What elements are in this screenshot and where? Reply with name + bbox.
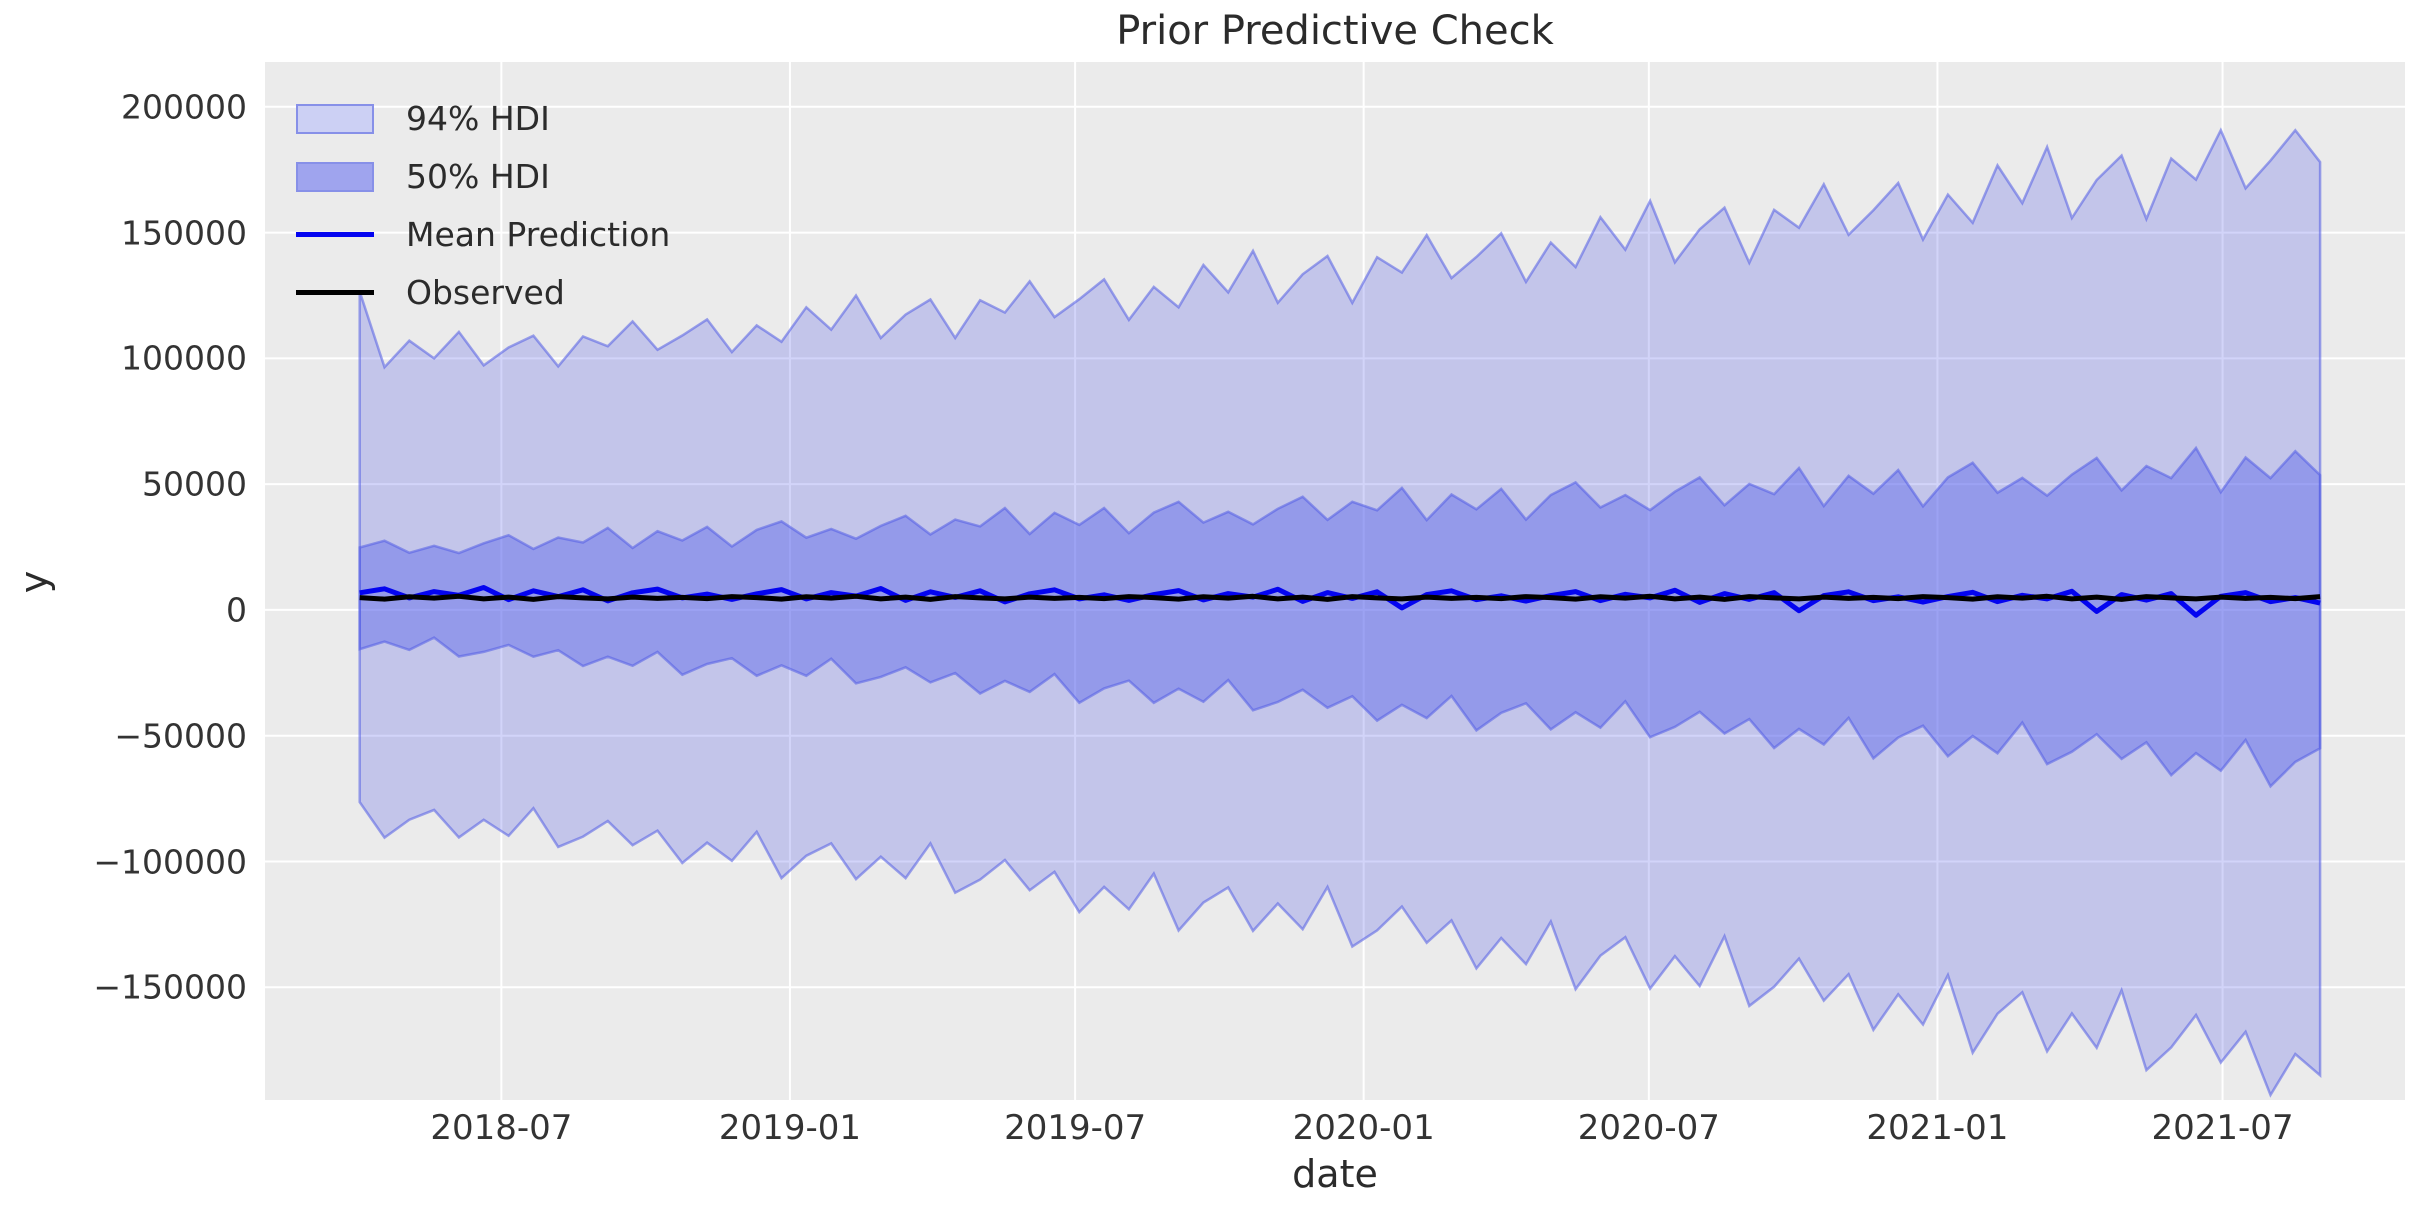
y-tick-label: 150000 <box>121 213 247 253</box>
y-tick-label: −100000 <box>93 842 247 881</box>
hdi50-band <box>358 445 2322 789</box>
legend-item-observed: Observed <box>296 273 670 312</box>
plot-background <box>265 62 2405 1100</box>
mean-line-icon <box>296 232 374 237</box>
legend-label: Mean Prediction <box>406 215 671 254</box>
hdi94-band <box>358 127 2322 1098</box>
observed-line-icon <box>296 290 374 295</box>
legend-label: Observed <box>406 273 565 312</box>
legend-label: 50% HDI <box>406 157 550 196</box>
y-tick-label: 0 <box>226 590 247 630</box>
legend-item-hdi94: 94% HDI <box>296 99 670 138</box>
x-tick-label: 2021-01 <box>1866 1108 2009 1148</box>
x-tick-label: 2019-07 <box>1004 1108 1147 1148</box>
observed-line <box>359 593 2321 602</box>
y-tick-label: 100000 <box>121 338 247 378</box>
x-tick-label: 2020-01 <box>1292 1108 1435 1148</box>
y-tick-label: 200000 <box>121 87 247 127</box>
x-tick-label: 2019-01 <box>718 1108 861 1148</box>
hdi50-swatch-icon <box>296 161 374 192</box>
hdi94-swatch-icon <box>296 103 374 134</box>
legend-item-hdi50: 50% HDI <box>296 157 670 196</box>
legend: 94% HDI 50% HDI Mean Prediction Observed <box>296 99 671 312</box>
x-tick-label: 2018-07 <box>430 1108 573 1148</box>
y-tick-label: −150000 <box>93 967 247 1007</box>
legend-item-mean: Mean Prediction <box>296 215 671 254</box>
y-tick-label: 50000 <box>142 464 247 504</box>
x-tick-label: 2021-07 <box>2151 1108 2294 1148</box>
legend-label: 94% HDI <box>406 99 550 138</box>
chart-title: Prior Predictive Check <box>1116 8 1554 54</box>
x-tick-label: 2020-07 <box>1577 1108 1720 1148</box>
y-tick-label: −50000 <box>114 716 247 756</box>
x-axis-label: date <box>1292 1152 1378 1196</box>
